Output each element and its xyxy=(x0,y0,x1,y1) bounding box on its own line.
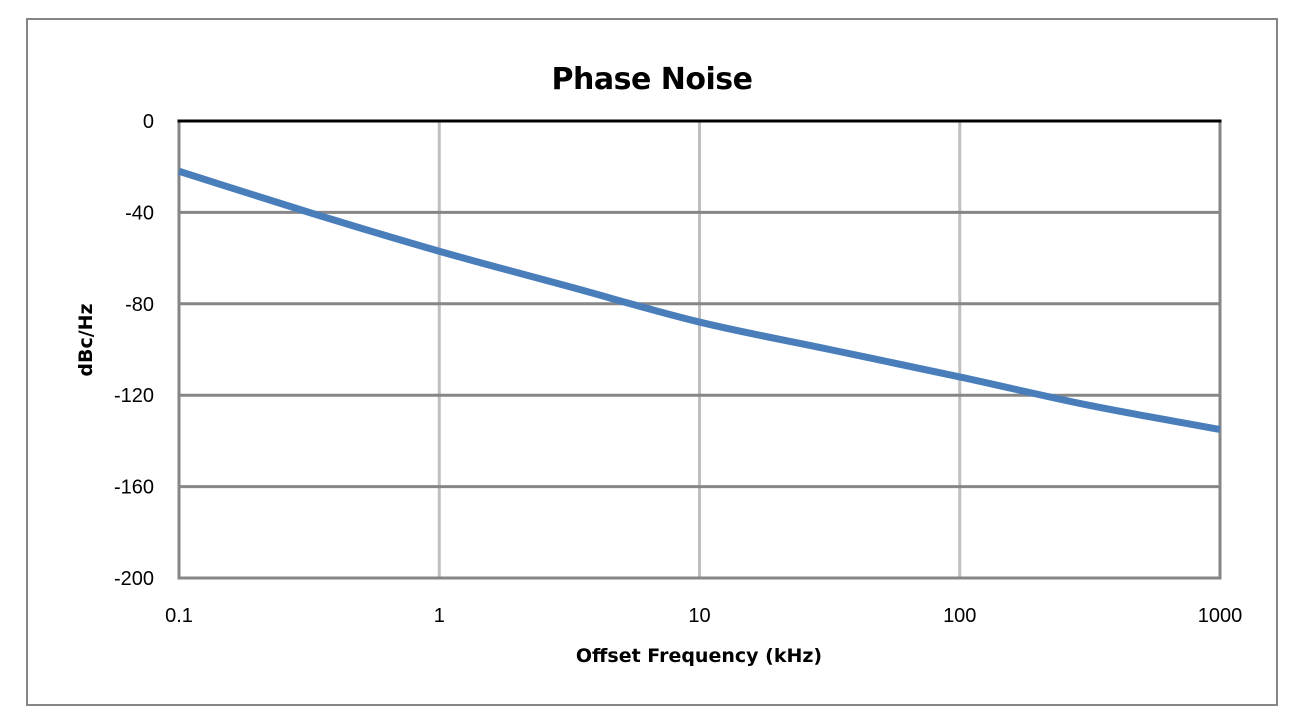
axes xyxy=(177,119,1222,580)
x-tick-labels: 0.1 1 10 100 1000 xyxy=(165,605,1242,627)
y-tick-label: 0 xyxy=(143,111,154,133)
y-tick-label: -40 xyxy=(125,202,154,224)
chart-frame xyxy=(26,18,1278,706)
y-tick-label: -160 xyxy=(114,477,154,499)
vertical-gridlines xyxy=(437,121,962,578)
y-tick-label: -80 xyxy=(125,294,154,316)
x-tick-label: 10 xyxy=(688,605,710,627)
x-tick-label: 0.1 xyxy=(165,605,193,627)
x-tick-label: 100 xyxy=(943,605,976,627)
x-axis-label: Offset Frequency (kHz) xyxy=(575,645,823,667)
chart-title: Phase Noise xyxy=(551,62,753,97)
y-tick-label: -120 xyxy=(114,385,154,407)
y-tick-labels: 0 -40 -80 -120 -160 -200 xyxy=(114,111,154,590)
phase-noise-line xyxy=(177,167,1221,433)
y-tick-label: -200 xyxy=(114,568,154,590)
x-tick-label: 1 xyxy=(434,605,445,627)
x-tick-label: 1000 xyxy=(1198,605,1243,627)
